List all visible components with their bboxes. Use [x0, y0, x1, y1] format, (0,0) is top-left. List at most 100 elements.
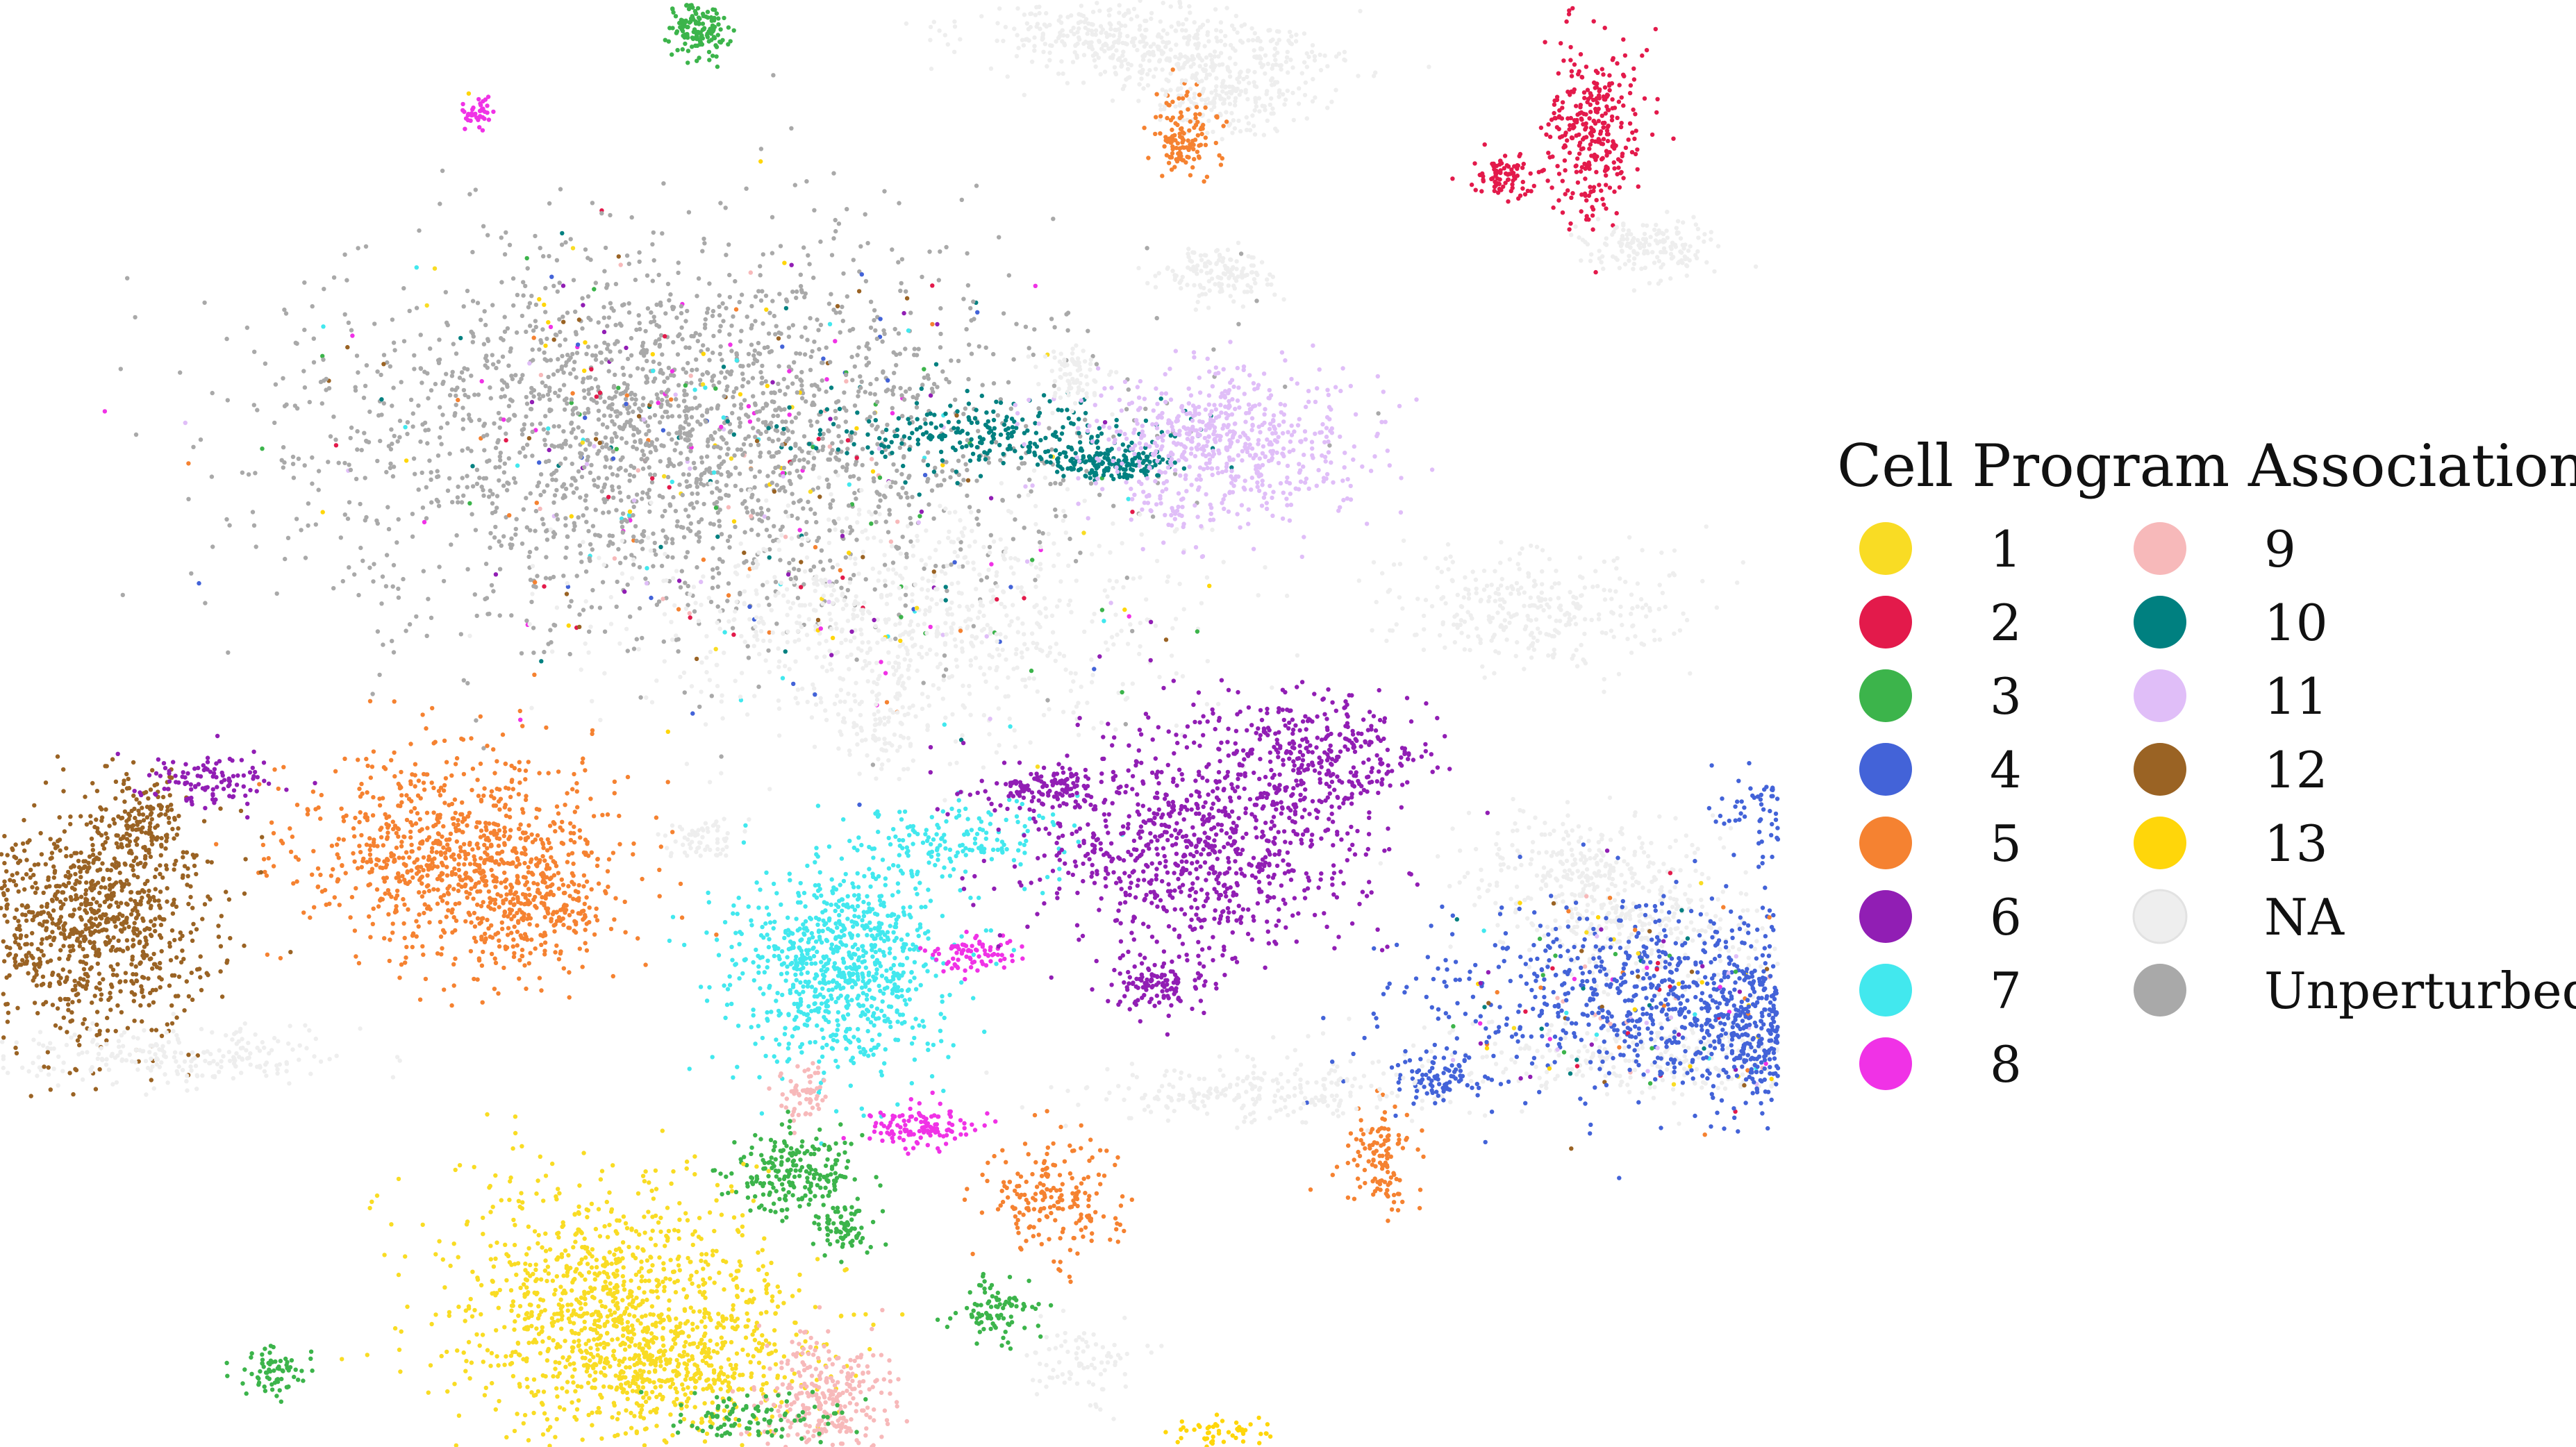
data-point — [910, 592, 915, 597]
data-point — [563, 486, 569, 492]
data-point — [1338, 388, 1343, 394]
data-point — [788, 461, 794, 466]
data-point — [875, 442, 880, 446]
data-point — [282, 307, 287, 312]
data-point — [717, 304, 722, 309]
data-point — [494, 365, 499, 371]
data-point — [886, 617, 891, 622]
data-point — [959, 639, 965, 644]
data-point — [631, 474, 637, 478]
data-point — [955, 480, 960, 485]
data-point — [538, 492, 543, 498]
data-point — [683, 606, 689, 611]
data-point — [1056, 552, 1061, 557]
data-point — [1095, 445, 1101, 451]
data-point — [528, 491, 533, 496]
data-point — [353, 388, 358, 393]
data-point — [1597, 183, 1602, 187]
data-point — [958, 518, 963, 523]
data-point — [1239, 503, 1245, 508]
data-point — [1127, 401, 1132, 406]
data-point — [883, 519, 888, 524]
data-point — [780, 419, 785, 424]
data-point — [844, 603, 849, 608]
data-point — [608, 540, 613, 544]
data-point — [617, 560, 623, 565]
data-point — [824, 639, 829, 644]
data-point — [972, 416, 978, 421]
data-point — [1112, 440, 1117, 445]
data-point — [1089, 657, 1094, 662]
data-point — [843, 372, 849, 378]
data-point — [851, 258, 856, 262]
data-point — [597, 605, 603, 610]
data-point — [774, 621, 779, 626]
data-point — [1605, 138, 1611, 144]
data-point — [847, 555, 853, 560]
data-point — [1324, 434, 1329, 440]
data-point — [990, 434, 995, 439]
data-point — [1247, 453, 1253, 458]
data-point — [770, 399, 775, 404]
data-point — [1089, 680, 1095, 685]
data-point — [363, 244, 369, 249]
data-point — [689, 501, 695, 506]
data-point — [877, 435, 882, 441]
data-point — [1071, 679, 1076, 684]
data-point — [606, 494, 611, 499]
data-point — [1038, 611, 1043, 616]
data-point — [526, 305, 531, 310]
data-point — [672, 448, 677, 453]
data-point — [1216, 448, 1221, 453]
data-point — [1644, 48, 1650, 53]
data-point — [1559, 41, 1563, 46]
data-point — [785, 612, 790, 617]
data-point — [845, 446, 850, 451]
data-point — [399, 380, 404, 385]
data-point — [302, 385, 308, 390]
data-point — [447, 393, 453, 398]
data-point — [511, 303, 516, 308]
data-point — [1052, 383, 1057, 388]
data-point — [1554, 97, 1560, 102]
data-point — [634, 538, 639, 544]
data-point — [683, 580, 688, 585]
data-point — [981, 613, 986, 618]
data-point — [1265, 437, 1270, 442]
data-point — [1013, 517, 1017, 522]
data-point — [1124, 696, 1130, 701]
data-point — [1011, 537, 1016, 542]
data-point — [987, 544, 992, 550]
data-point — [645, 566, 649, 571]
data-point — [922, 566, 926, 571]
data-point — [1204, 575, 1210, 580]
data-point — [1236, 453, 1241, 458]
data-point — [851, 693, 857, 698]
data-point — [1289, 423, 1294, 428]
data-point — [333, 443, 339, 448]
data-point — [648, 548, 654, 553]
data-point — [684, 762, 690, 767]
data-point — [410, 411, 415, 416]
data-point — [935, 321, 940, 327]
data-point — [1189, 446, 1194, 451]
data-point — [670, 555, 675, 560]
data-point — [531, 328, 536, 333]
data-point — [1375, 431, 1380, 436]
data-point — [713, 646, 718, 651]
data-point — [786, 503, 791, 508]
data-point — [922, 473, 928, 478]
data-point — [1619, 121, 1624, 126]
data-point — [460, 417, 465, 422]
data-point — [581, 513, 585, 518]
data-point — [429, 500, 434, 505]
data-point — [1331, 480, 1336, 485]
data-point — [1128, 622, 1133, 627]
data-point — [524, 496, 529, 501]
data-point — [742, 639, 747, 644]
data-point — [676, 260, 681, 265]
data-point — [1008, 585, 1013, 589]
data-point — [831, 601, 836, 605]
data-point — [880, 339, 885, 344]
data-point — [240, 470, 245, 475]
